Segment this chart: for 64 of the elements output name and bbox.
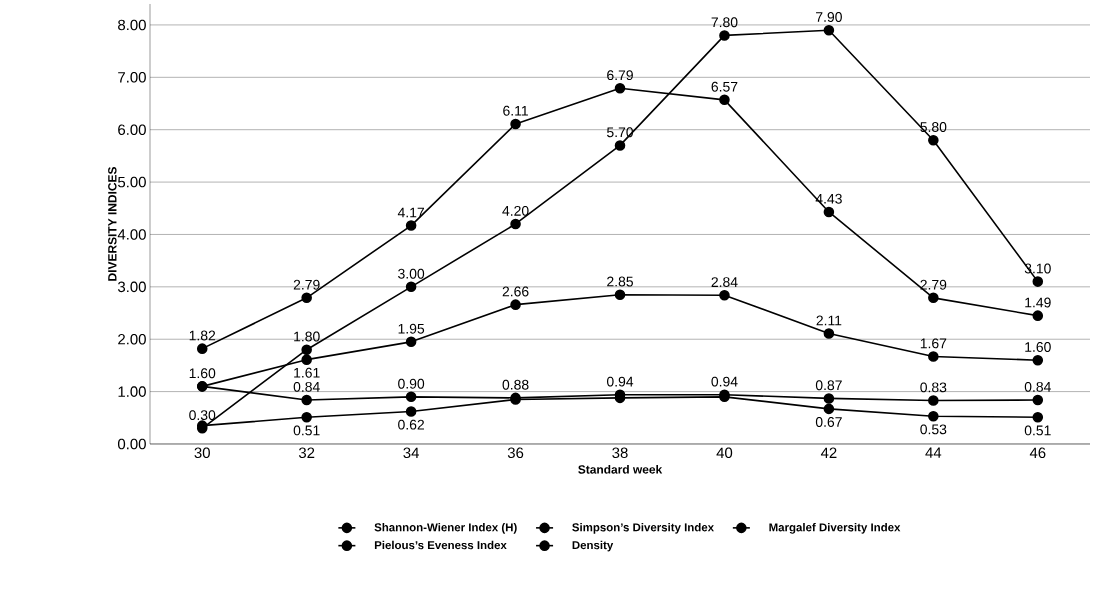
data-label: 0.30 — [189, 410, 216, 421]
x-tick-label: 42 — [820, 447, 837, 458]
legend-label: Simpson’s Diversity Index — [572, 522, 714, 534]
data-label: 2.66 — [502, 286, 529, 297]
data-label: 2.85 — [607, 276, 633, 287]
data-label: 0.90 — [398, 378, 425, 389]
y-tick-label: 6.00 — [118, 124, 146, 135]
data-label: 0.53 — [920, 424, 947, 435]
data-label: 3.00 — [398, 268, 425, 279]
annotation: 1.49 — [1025, 297, 1051, 308]
x-axis-title: Standard week — [578, 464, 663, 474]
data-label: 4.43 — [815, 193, 842, 204]
y-tick-label: 0.00 — [117, 438, 146, 450]
data-label: 6.79 — [607, 70, 633, 81]
legend-label: Density — [572, 540, 614, 552]
data-label: 7.90 — [816, 12, 842, 22]
y-tick-label: 5.00 — [118, 176, 146, 188]
data-label: 7.80 — [711, 17, 738, 28]
x-tick-label: 36 — [507, 447, 524, 459]
data-label: 4.20 — [502, 205, 529, 216]
data-label: 2.79 — [920, 279, 947, 290]
data-label: 4.17 — [397, 207, 424, 218]
y-tick-label: 2.00 — [118, 333, 146, 345]
data-label: 0.51 — [293, 425, 320, 436]
data-label: 1.60 — [1025, 342, 1051, 352]
x-tick-label: 38 — [612, 447, 628, 459]
data-label: 5.80 — [920, 122, 947, 132]
data-label: 0.51 — [1024, 425, 1051, 436]
x-tick-label: 40 — [716, 447, 733, 459]
data-label: 1.80 — [294, 331, 320, 342]
data-label: 2.79 — [293, 279, 320, 290]
data-label: 2.11 — [816, 315, 842, 326]
x-tick-label: 32 — [298, 447, 315, 459]
data-label: 0.84 — [293, 381, 320, 392]
data-label: 1.95 — [398, 323, 425, 334]
data-label: 1.82 — [189, 330, 216, 341]
data-label: 0.84 — [1024, 381, 1051, 392]
x-tick-label: 46 — [1029, 447, 1046, 459]
data-label: 1.61 — [294, 367, 320, 378]
y-tick-label: 7.00 — [118, 72, 146, 83]
data-label: 6.11 — [503, 105, 528, 116]
data-label: 1.67 — [920, 338, 947, 349]
x-tick-label: 44 — [925, 447, 942, 458]
x-tick-label: 34 — [403, 447, 419, 459]
data-label: 0.67 — [815, 417, 842, 427]
y-tick-label: 8.00 — [118, 19, 146, 31]
data-label: 0.62 — [398, 419, 424, 430]
data-label: 0.87 — [815, 380, 842, 391]
data-label: 2.84 — [711, 277, 738, 288]
y-tick-label: 1.00 — [118, 386, 146, 397]
data-label: 0.94 — [606, 376, 634, 387]
legend-label: Pielous’s Eveness Index — [374, 540, 507, 550]
y-tick-label: 3.00 — [117, 281, 146, 293]
x-tick-label: 30 — [194, 447, 210, 459]
data-label: 0.94 — [711, 376, 738, 387]
legend-label: Margalef Diversity Index — [769, 522, 901, 534]
data-label: 6.57 — [711, 81, 738, 92]
legend-label: Shannon-Wiener Index (H) — [374, 522, 517, 534]
annotation: 1.60 — [189, 368, 216, 379]
y-axis-title: DIVERSITY INDICES — [108, 167, 117, 281]
y-tick-label: 4.00 — [117, 229, 146, 240]
data-label: 0.83 — [920, 382, 947, 393]
data-label: 5.70 — [607, 127, 634, 138]
data-label: 0.88 — [502, 379, 529, 390]
